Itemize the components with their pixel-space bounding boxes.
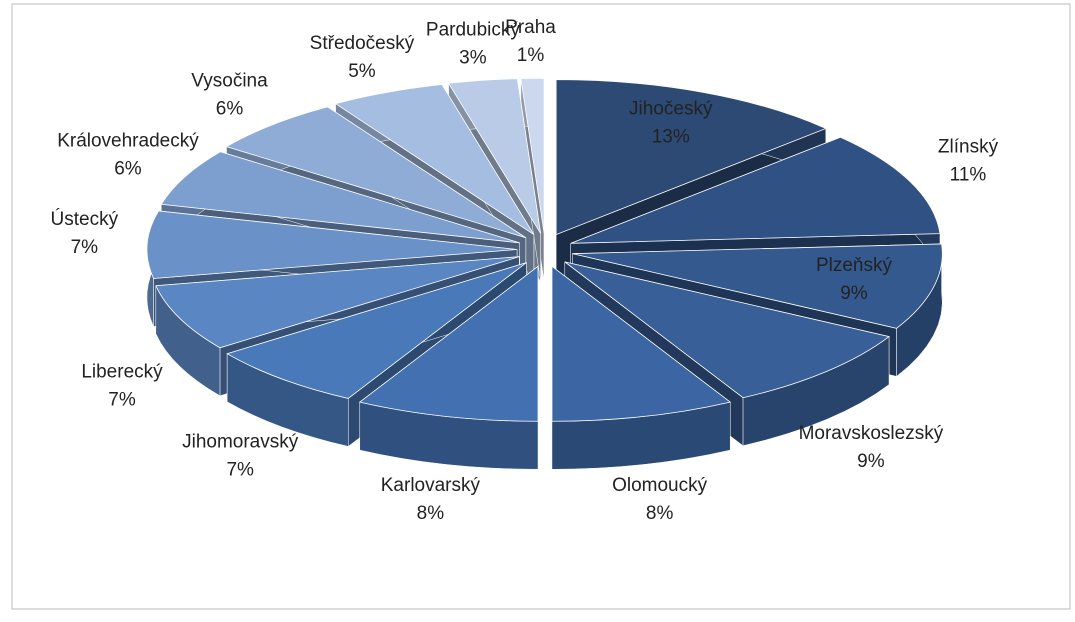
slice — [551, 265, 732, 422]
data-label-value: 7% — [226, 460, 254, 481]
data-label-name: Jihomoravský — [182, 432, 299, 453]
data-label-value: 7% — [108, 390, 136, 411]
slice — [225, 106, 527, 239]
slice — [146, 210, 518, 279]
data-label-value: 3% — [459, 47, 487, 68]
data-label-name: Zlínský — [938, 136, 999, 157]
slice — [555, 79, 827, 236]
data-label-value: 1% — [517, 45, 545, 66]
slice — [358, 265, 539, 422]
slice — [570, 136, 941, 244]
data-label-name: Ústecký — [51, 208, 119, 230]
slice — [447, 78, 542, 234]
data-label-name: Karlovarský — [381, 475, 481, 496]
data-label-name: Pardubický — [426, 19, 520, 40]
data-label-value: 6% — [114, 159, 142, 180]
slice — [226, 262, 527, 399]
data-label-value: 5% — [348, 61, 376, 82]
data-label-name: Moravskoslezský — [799, 423, 944, 444]
slice — [520, 77, 545, 234]
data-label-value: 7% — [71, 237, 99, 258]
slice — [334, 84, 535, 235]
data-label-name: Olomoucký — [612, 475, 708, 496]
data-label-value: 6% — [216, 99, 244, 120]
data-label-value: 9% — [840, 283, 868, 304]
slice — [160, 151, 520, 244]
data-label-name: Středočeský — [310, 33, 415, 54]
data-label-name: Plzeňský — [816, 255, 893, 276]
data-label-value: 13% — [652, 127, 690, 148]
data-label-name: Liberecký — [81, 362, 163, 383]
data-label-name: Jihočeský — [629, 99, 713, 120]
data-label-value: 9% — [857, 451, 885, 472]
data-label-name: Vysočina — [191, 71, 268, 92]
slice — [572, 243, 943, 329]
data-label-name: Praha — [505, 17, 556, 38]
data-label-value: 8% — [417, 503, 445, 524]
slice — [564, 261, 890, 399]
data-label-name: Královehradecký — [57, 131, 199, 152]
data-label-value: 8% — [646, 503, 674, 524]
data-label-value: 11% — [950, 164, 987, 185]
slice — [155, 256, 520, 349]
